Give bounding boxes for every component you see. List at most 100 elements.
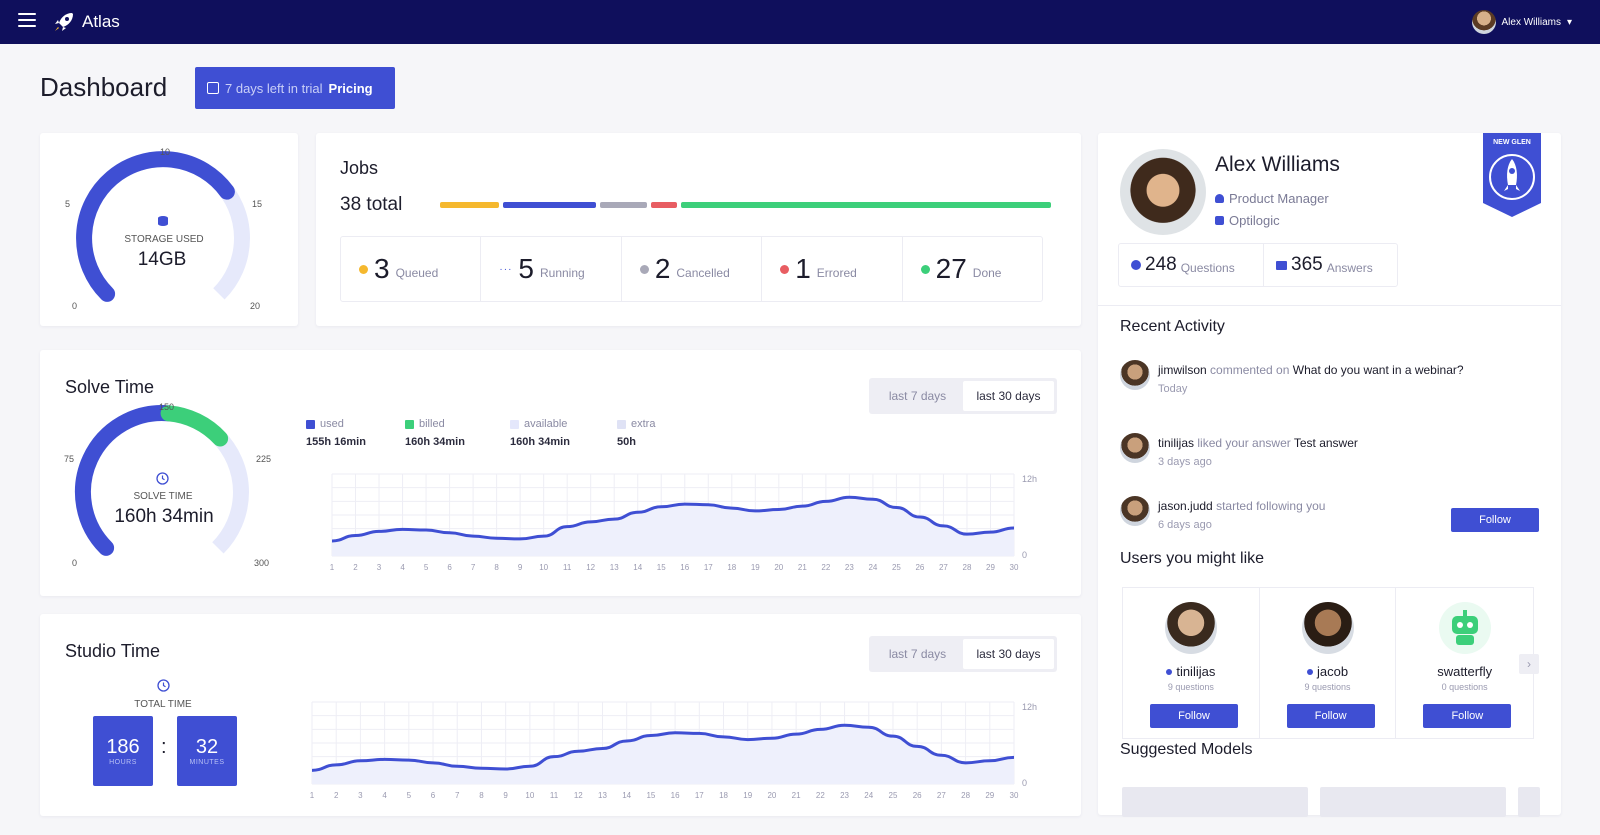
pricing-label: Pricing [328,80,373,96]
minutes-unit: MINUTES [189,759,225,766]
x-tick-label: 21 [798,563,807,572]
x-tick-label: 8 [494,563,499,572]
follow-button[interactable]: Follow [1423,704,1512,728]
range-30-days[interactable]: last 30 days [963,639,1054,669]
x-tick-label: 22 [821,563,830,572]
user-menu[interactable]: Alex Williams ▾ [1471,9,1572,35]
x-tick-label: 17 [695,791,704,800]
activity-target[interactable]: Test answer [1293,436,1358,450]
avatar[interactable] [1120,360,1150,390]
legend-swatch [510,419,519,429]
x-tick-label: 11 [550,791,559,800]
chart-line [311,723,1015,772]
range-7-days[interactable]: last 7 days [888,647,947,661]
x-tick-label: 24 [868,563,877,572]
user-name[interactable]: tinilijas [1176,664,1216,679]
model-tile[interactable] [1518,787,1540,817]
gauge-tick: 225 [256,454,272,464]
chart-line [331,495,1015,543]
suggested-users: tinilijas 9 questions Follow jacob 9 que… [1122,587,1539,739]
x-tick-label: 12 [586,563,595,572]
profile-role: Product Manager [1215,191,1329,206]
stat-number: 2 [654,253,671,284]
model-tile[interactable] [1320,787,1506,817]
rocket-logo-icon [55,13,73,31]
x-tick-label: 19 [751,563,760,572]
robot-avatar-icon[interactable] [1438,602,1491,654]
x-tick-label: 14 [622,791,631,800]
activity-action: liked your answer [1197,436,1291,450]
gauge-tick: 300 [254,558,270,568]
answers-stat[interactable]: 365 Answers [1264,244,1397,286]
x-tick-label: 19 [743,791,752,800]
activity-item: jimwilson commented on What do you want … [1120,360,1540,420]
activity-user[interactable]: jimwilson [1158,363,1207,377]
x-tick-label: 5 [407,791,412,800]
avatar[interactable] [1164,602,1217,654]
range-30-days[interactable]: last 30 days [963,381,1054,411]
hours-box: 186 HOURS [93,716,153,786]
chevron-right-icon[interactable]: › [1518,654,1539,674]
jobs-stat-done[interactable]: 27 Done [903,237,1042,301]
rocket-badge-icon: NEW GLEN [1483,133,1541,217]
jobs-stat-cancelled[interactable]: 2 Cancelled [622,237,763,301]
range-7-days[interactable]: last 7 days [888,389,947,403]
menu-icon[interactable] [18,13,36,27]
top-navbar: Atlas Alex Williams ▾ [0,0,1600,44]
avatar[interactable] [1120,496,1150,526]
x-tick-label: 3 [377,563,382,572]
stat-label: Running [539,266,585,280]
activity-user[interactable]: tinilijas [1158,436,1195,450]
x-tick-label: 1 [310,791,315,800]
minutes-box: 32 MINUTES [177,716,237,786]
online-dot-icon [1166,668,1173,675]
x-tick-label: 6 [447,563,452,572]
jobs-stat-queued[interactable]: 3 Queued [341,237,482,301]
follow-button[interactable]: Follow [1286,704,1375,728]
avatar[interactable] [1120,433,1150,463]
jobs-bar-errored [651,202,677,208]
activity-item: tinilijas liked your answer Test answer … [1120,433,1540,477]
stat-number: 27 [935,253,967,284]
jobs-stat-running[interactable]: ··· 5 Running [481,237,622,301]
user-name[interactable]: swatterfly [1437,664,1493,679]
trial-pricing-button[interactable]: 7 days left in trial Pricing [195,67,395,109]
studio-time-card: Studio Time last 7 days last 30 days TOT… [40,614,1081,816]
x-tick-label: 30 [1010,563,1019,572]
gauge-tick: 20 [250,301,261,311]
app-title[interactable]: Atlas [82,12,120,31]
x-tick-label: 10 [525,791,534,800]
x-tick-label: 1 [330,563,335,572]
stat-number: 1 [795,253,811,284]
hours-unit: HOURS [109,759,137,766]
follow-button[interactable]: Follow [1451,508,1539,532]
hours-value: 186 [106,736,140,758]
follow-button[interactable]: Follow [1150,704,1238,728]
suggested-models-title: Suggested Models [1120,741,1253,758]
user-questions: 9 questions [1167,682,1214,692]
activity-time: 3 days ago [1158,456,1212,468]
stat-number: 3 [374,253,390,284]
question-icon [1131,260,1141,270]
activity-target[interactable]: What do you want in a webinar? [1292,363,1464,377]
legend-swatch [405,419,414,429]
gauge-tick: 150 [159,402,175,412]
x-tick-label: 9 [518,563,523,572]
users-you-might-like-title: Users you might like [1120,550,1265,567]
user-card: tinilijas 9 questions Follow [1123,588,1260,738]
x-tick-label: 14 [633,563,642,572]
activity-action: started following you [1216,499,1326,513]
x-tick-label: 26 [915,563,924,572]
questions-stat[interactable]: 248 Questions [1119,244,1264,286]
x-tick-label: 16 [680,563,689,572]
activity-user[interactable]: jason.judd [1158,499,1213,513]
x-tick-label: 2 [353,563,358,572]
jobs-bar-cancelled [600,202,647,208]
avatar[interactable] [1301,602,1354,654]
jobs-bar-queued [440,202,499,208]
jobs-stat-errored[interactable]: 1 Errored [762,237,903,301]
legend-used: used 155h 16min [306,418,366,448]
x-tick-label: 2 [334,791,339,800]
user-name[interactable]: jacob [1316,664,1349,679]
model-tile[interactable] [1122,787,1308,817]
